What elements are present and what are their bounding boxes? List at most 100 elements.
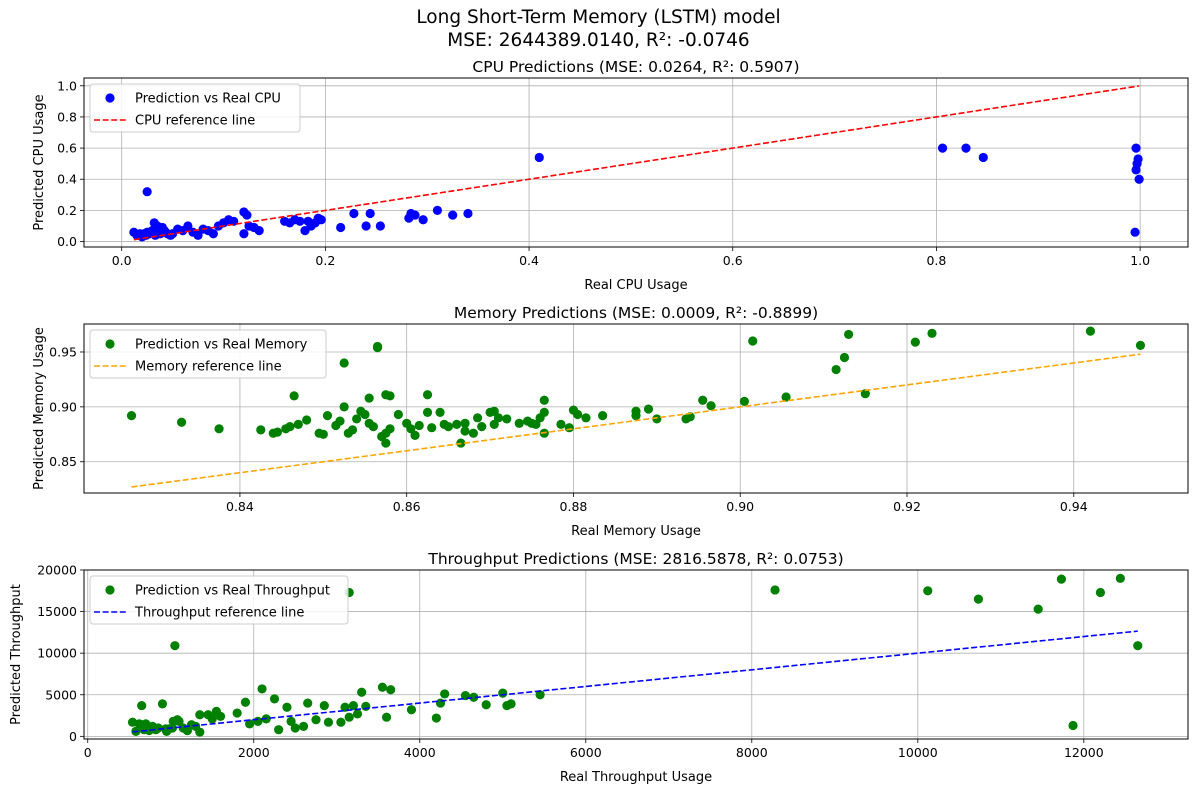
memory-point — [581, 413, 591, 423]
memory-point — [347, 425, 358, 435]
memory-point — [393, 409, 403, 420]
cpu-point — [239, 229, 249, 239]
throughput-point — [253, 716, 263, 726]
cpu-ytick-label: 1.0 — [57, 78, 77, 93]
throughput-point — [269, 694, 280, 704]
cpu-point — [978, 152, 988, 163]
throughput-xtick-label: 8000 — [736, 745, 768, 760]
throughput-point — [440, 689, 450, 699]
memory-point — [831, 364, 841, 375]
memory-chart-title: Memory Predictions (MSE: 0.0009, R²: -0.… — [454, 304, 818, 322]
cpu-point — [937, 143, 948, 153]
memory-point — [339, 358, 349, 368]
memory-y-axis-label: Predicted Memory Usage — [32, 327, 47, 490]
throughput-point — [1033, 604, 1043, 614]
throughput-plot-area — [127, 573, 1143, 737]
throughput-legend-label: Prediction vs Real Throughput — [135, 584, 330, 599]
throughput-point — [506, 699, 516, 709]
cpu-reference-line — [133, 85, 1140, 241]
memory-point — [556, 419, 566, 430]
memory-point — [176, 417, 187, 427]
memory-point — [460, 418, 470, 428]
memory-ytick-label: 0.90 — [49, 399, 77, 414]
memory-point — [126, 411, 137, 421]
memory-point — [698, 395, 708, 405]
memory-point — [460, 426, 470, 436]
memory-xtick-label: 0.92 — [893, 499, 921, 514]
throughput-xtick-label: 0 — [84, 745, 92, 760]
throughput-point — [137, 700, 147, 711]
throughput-point — [336, 717, 346, 727]
throughput-legend-marker — [105, 585, 115, 595]
throughput-ytick-label: 15000 — [37, 604, 77, 619]
throughput-point — [168, 716, 178, 726]
throughput-legend-label: Throughput reference line — [134, 606, 304, 621]
memory-point — [514, 418, 524, 428]
cpu-legend: Prediction vs Real CPU CPU reference line — [89, 83, 301, 133]
memory-point — [781, 392, 791, 402]
figure-title-line2: MSE: 2644389.0140, R²: -0.0746 — [447, 30, 750, 51]
memory-plot-area — [126, 326, 1146, 488]
memory-point — [910, 337, 920, 347]
throughput-x-axis-label: Real Throughput Usage — [560, 770, 712, 785]
cpu-point — [1134, 174, 1144, 184]
throughput-point — [348, 700, 358, 711]
cpu-point — [1133, 154, 1143, 164]
throughput-point — [498, 688, 508, 698]
throughput-point — [323, 717, 334, 727]
memory-point — [860, 389, 870, 399]
throughput-point — [535, 690, 545, 700]
cpu-legend-marker — [105, 93, 115, 103]
memory-point — [443, 422, 453, 432]
cpu-point — [183, 221, 193, 231]
throughput-point — [923, 586, 933, 596]
memory-point — [422, 390, 433, 400]
cpu-point — [961, 143, 971, 153]
cpu-ytick-label: 0.8 — [57, 109, 77, 124]
memory-legend-marker — [105, 339, 115, 349]
memory-point — [927, 328, 937, 338]
throughput-xtick-label: 6000 — [570, 745, 602, 760]
throughput-point — [1068, 720, 1078, 731]
cpu-axes-frame — [83, 77, 1189, 248]
throughput-point — [215, 711, 226, 721]
throughput-point — [1133, 641, 1143, 651]
memory-point — [372, 341, 383, 352]
cpu-ytick-label: 0.0 — [57, 234, 77, 249]
memory-point — [435, 407, 445, 417]
cpu-legend-label: Prediction vs Real CPU — [135, 92, 281, 107]
memory-point — [452, 419, 462, 430]
cpu-point — [418, 215, 428, 225]
memory-axes-frame — [83, 323, 1189, 494]
throughput-point — [319, 700, 329, 711]
cpu-xtick-label: 0.0 — [112, 253, 132, 268]
memory-point — [739, 396, 749, 406]
cpu-point — [193, 230, 203, 240]
cpu-point — [142, 187, 152, 197]
memory-xtick-label: 0.90 — [726, 499, 754, 514]
throughput-point — [303, 698, 313, 708]
throughput-point — [257, 684, 267, 694]
memory-xtick-label: 0.94 — [1060, 499, 1088, 514]
throughput-point — [1056, 574, 1067, 584]
cpu-chart-title: CPU Predictions (MSE: 0.0264, R²: 0.5907… — [472, 58, 799, 76]
throughput-xtick-label: 12000 — [1064, 745, 1104, 760]
memory-point — [335, 416, 345, 426]
memory-ytick-label: 0.85 — [49, 454, 77, 469]
throughput-point — [195, 727, 205, 737]
throughput-point — [232, 708, 242, 718]
throughput-point — [1115, 573, 1125, 583]
throughput-point — [290, 723, 300, 733]
throughput-point — [386, 685, 396, 695]
cpu-plot-area — [129, 85, 1144, 242]
memory-point — [406, 424, 416, 434]
cpu-y-axis-label: Predicted CPU Usage — [32, 94, 47, 230]
throughput-point — [207, 714, 217, 724]
throughput-point — [311, 715, 321, 725]
throughput-chart: 0 2000 4000 6000 8000 10000 12000 0 5000 10000 150… — [9, 550, 1189, 785]
throughput-point — [286, 716, 296, 726]
throughput-legend-box — [89, 575, 349, 625]
throughput-chart-title: Throughput Predictions (MSE: 2816.5878, … — [427, 550, 843, 568]
memory-point — [493, 413, 504, 423]
